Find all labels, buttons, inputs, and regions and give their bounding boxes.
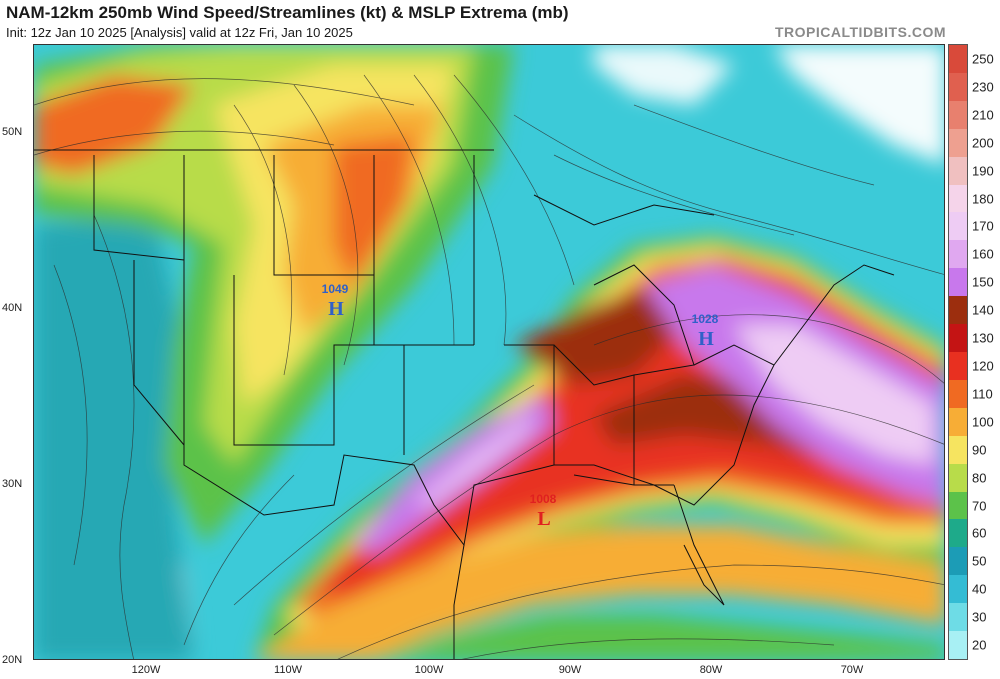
lon-label-100w: 100W [414,664,444,676]
lat-label-40n: 40N [2,302,23,314]
lon-label-110w: 110W [274,664,302,676]
colorbar-segment [949,547,967,576]
map-svg: 1049 H 1028 H 1008 L [34,45,944,659]
pressure-value: 1049 [322,282,349,296]
colorbar-tick-label: 30 [972,609,987,625]
map-title: NAM-12km 250mb Wind Speed/Streamlines (k… [6,3,569,22]
colorbar-tick-label: 70 [972,498,987,513]
colorbar-segment [949,240,967,269]
colorbar-tick-label: 110 [972,386,993,402]
pressure-center-high-east: 1028 H [692,312,719,350]
colorbar-tick-label: 40 [972,581,987,597]
pressure-center-low-gulf: 1008 L [530,492,557,530]
colorbar-segment [949,379,967,408]
high-pressure-symbol: H [328,298,344,320]
high-pressure-symbol: H [698,328,714,350]
colorbar-segment [949,631,967,659]
colorbar-tick-label: 130 [972,330,994,346]
colorbar-segment [949,212,967,241]
colorbar-segment [949,435,967,464]
colorbar-segment [949,184,967,213]
colorbar-tick-label: 190 [972,163,994,179]
pressure-center-high-west: 1049 H [322,282,349,320]
colorbar-tick-label: 160 [972,246,994,262]
colorbar-tick-label: 210 [972,107,994,123]
colorbar-segment [949,72,967,101]
colorbar-tick-label: 80 [972,470,987,486]
colorbar-tick-label: 140 [972,302,994,318]
colorbar-segment [949,463,967,492]
pressure-value: 1028 [692,312,719,326]
colorbar-segment [949,156,967,185]
colorbar-segment [949,268,967,297]
source-credit: TROPICALTIDBITS.COM [774,24,946,40]
streamlines [34,74,944,659]
lat-label-20n: 20N [2,654,23,666]
colorbar-tick-label: 180 [972,191,994,206]
low-pressure-symbol: L [537,508,550,530]
colorbar-segment [949,296,967,325]
colorbar-tick-label: 170 [972,218,994,234]
map-subtitle: Init: 12z Jan 10 2025 [Analysis] valid a… [6,25,353,40]
pressure-value: 1008 [530,492,557,506]
colorbar-segment [949,100,967,129]
lat-label-50n: 50N [2,126,23,138]
colorbar-segment [949,519,967,548]
colorbar-tick-label: 50 [972,553,987,569]
lon-label-90w: 90W [558,664,582,676]
colorbar-tick-label: 100 [972,414,994,430]
colorbar-tick-label: 250 [972,51,994,67]
political-boundaries [34,149,895,659]
colorbar-tick-label: 150 [972,274,994,290]
colorbar-tick-label: 120 [972,358,994,374]
wind-speed-map: 1049 H 1028 H 1008 L [33,44,945,660]
colorbar-segment [949,575,967,604]
lat-label-30n: 30N [2,478,23,490]
colorbar-segment [949,603,967,632]
lon-label-70w: 70W [840,664,864,676]
lon-label-80w: 80W [699,664,723,676]
lon-label-120w: 120W [131,664,161,676]
colorbar-tick-label: 60 [972,525,987,541]
colorbar-tick-label: 230 [972,79,994,95]
colorbar-segment [949,491,967,520]
wind-speed-colorbar [948,44,968,660]
colorbar-segment [949,407,967,436]
colorbar-tick-label: 200 [972,135,994,151]
colorbar-segment [949,45,967,73]
colorbar-tick-label: 20 [972,637,987,653]
colorbar-segment [949,128,967,157]
colorbar-segment [949,351,967,380]
colorbar-tick-label: 90 [972,442,987,458]
colorbar-segment [949,324,967,352]
